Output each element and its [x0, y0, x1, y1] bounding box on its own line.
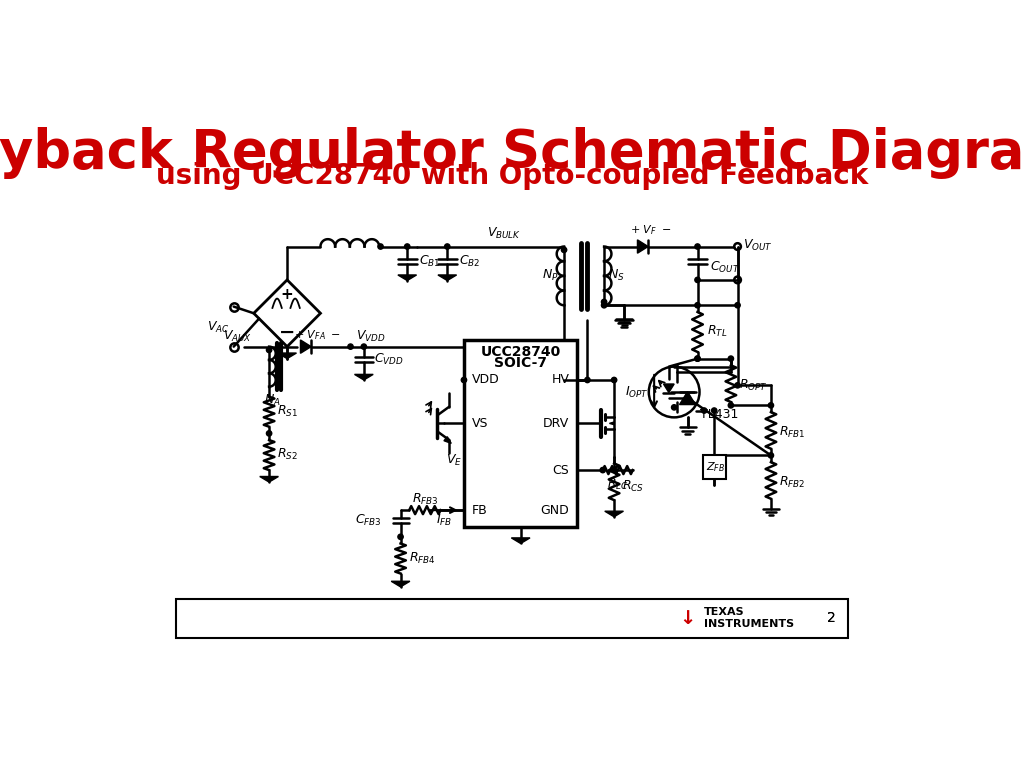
- Text: SOIC-7: SOIC-7: [495, 356, 547, 370]
- Circle shape: [398, 535, 403, 539]
- Text: +: +: [281, 287, 294, 302]
- Circle shape: [728, 356, 733, 361]
- Bar: [464, 340, 578, 527]
- Circle shape: [695, 277, 700, 283]
- Text: VDD: VDD: [472, 373, 500, 386]
- Polygon shape: [605, 511, 624, 517]
- Circle shape: [361, 344, 367, 349]
- Polygon shape: [398, 275, 417, 280]
- Text: Flyback Regulator Schematic Diagram: Flyback Regulator Schematic Diagram: [0, 127, 1024, 179]
- Text: $I_{FB}$: $I_{FB}$: [436, 512, 452, 528]
- Text: $V_{AUX}$: $V_{AUX}$: [222, 329, 252, 343]
- Text: $R_{S2}$: $R_{S2}$: [278, 447, 298, 462]
- Text: $C_{FB3}$: $C_{FB3}$: [355, 513, 382, 528]
- Text: $R_{LC}$: $R_{LC}$: [606, 477, 629, 492]
- Circle shape: [672, 405, 677, 410]
- Polygon shape: [300, 340, 311, 353]
- Polygon shape: [354, 374, 373, 380]
- Text: $V_{VDD}$: $V_{VDD}$: [356, 329, 385, 343]
- Text: $V_E$: $V_E$: [445, 452, 462, 468]
- Text: HV: HV: [552, 373, 569, 386]
- Text: $R_{CS}$: $R_{CS}$: [623, 479, 644, 495]
- Circle shape: [561, 247, 566, 253]
- Text: DRV: DRV: [543, 417, 569, 430]
- Polygon shape: [444, 437, 452, 443]
- Circle shape: [266, 347, 271, 353]
- Polygon shape: [511, 538, 530, 544]
- Text: $R_{FB4}$: $R_{FB4}$: [409, 551, 435, 566]
- Text: $N_P$: $N_P$: [543, 268, 559, 283]
- Text: $N_A$: $N_A$: [264, 392, 281, 408]
- Bar: [702, 455, 726, 478]
- Polygon shape: [260, 476, 279, 482]
- Text: using UCC28740 with Opto-coupled Feedback: using UCC28740 with Opto-coupled Feedbac…: [156, 163, 868, 190]
- Circle shape: [728, 402, 733, 408]
- Text: $R_{FB2}$: $R_{FB2}$: [779, 475, 805, 490]
- Text: CS: CS: [553, 464, 569, 477]
- Text: 2: 2: [826, 611, 836, 625]
- Polygon shape: [609, 422, 614, 425]
- Circle shape: [701, 408, 707, 413]
- Text: $Z_{FB}$: $Z_{FB}$: [706, 461, 725, 475]
- Circle shape: [695, 356, 700, 361]
- Text: TEXAS
INSTRUMENTS: TEXAS INSTRUMENTS: [705, 607, 795, 629]
- Text: 2: 2: [826, 611, 836, 625]
- Text: $R_{FB1}$: $R_{FB1}$: [779, 425, 806, 439]
- Text: $+\ V_{FA}\ -$: $+\ V_{FA}\ -$: [294, 328, 340, 342]
- Text: $N_S$: $N_S$: [608, 268, 625, 283]
- Circle shape: [444, 244, 450, 249]
- Text: $V_{AC}$: $V_{AC}$: [207, 320, 229, 336]
- Circle shape: [695, 303, 700, 308]
- Text: $C_{OUT}$: $C_{OUT}$: [710, 260, 739, 276]
- Polygon shape: [391, 581, 410, 587]
- Polygon shape: [664, 384, 674, 392]
- Circle shape: [611, 377, 616, 382]
- Text: $C_{B1}$: $C_{B1}$: [419, 253, 440, 269]
- Text: FB: FB: [472, 504, 487, 517]
- Circle shape: [461, 377, 467, 382]
- Circle shape: [601, 300, 607, 305]
- Circle shape: [768, 452, 773, 458]
- Circle shape: [601, 303, 607, 308]
- Circle shape: [585, 377, 590, 382]
- Circle shape: [685, 396, 690, 401]
- Text: ↓: ↓: [679, 609, 695, 627]
- Bar: [176, 599, 848, 637]
- Text: $C_{VDD}$: $C_{VDD}$: [374, 352, 403, 367]
- Text: UCC28740: UCC28740: [480, 345, 561, 359]
- Polygon shape: [278, 353, 297, 359]
- Circle shape: [348, 344, 353, 349]
- Text: $R_{OPT}$: $R_{OPT}$: [739, 378, 768, 393]
- Circle shape: [404, 244, 410, 249]
- Circle shape: [712, 408, 717, 413]
- Circle shape: [768, 402, 773, 408]
- Circle shape: [735, 303, 740, 308]
- Circle shape: [611, 468, 616, 473]
- Text: $C_{B2}$: $C_{B2}$: [460, 253, 480, 269]
- Text: $R_{S1}$: $R_{S1}$: [278, 404, 298, 419]
- Circle shape: [695, 244, 700, 249]
- Polygon shape: [638, 240, 648, 253]
- Text: −: −: [279, 323, 295, 342]
- Circle shape: [685, 396, 690, 401]
- Circle shape: [266, 431, 271, 436]
- Text: $R_{TL}$: $R_{TL}$: [707, 324, 727, 339]
- Polygon shape: [680, 392, 695, 405]
- Text: $I_{OPT}$: $I_{OPT}$: [625, 385, 649, 399]
- Polygon shape: [438, 275, 457, 280]
- Circle shape: [695, 356, 700, 361]
- Circle shape: [600, 468, 605, 473]
- Text: $V_{OUT}$: $V_{OUT}$: [742, 237, 773, 253]
- Text: VS: VS: [472, 417, 488, 430]
- Text: GND: GND: [541, 504, 569, 517]
- Text: TL431: TL431: [699, 408, 738, 421]
- Text: $V_{BULK}$: $V_{BULK}$: [487, 226, 521, 240]
- Text: $R_{FB3}$: $R_{FB3}$: [412, 492, 438, 507]
- Circle shape: [735, 382, 740, 388]
- Circle shape: [378, 244, 383, 249]
- Text: $+\ V_F\ -$: $+\ V_F\ -$: [630, 223, 672, 237]
